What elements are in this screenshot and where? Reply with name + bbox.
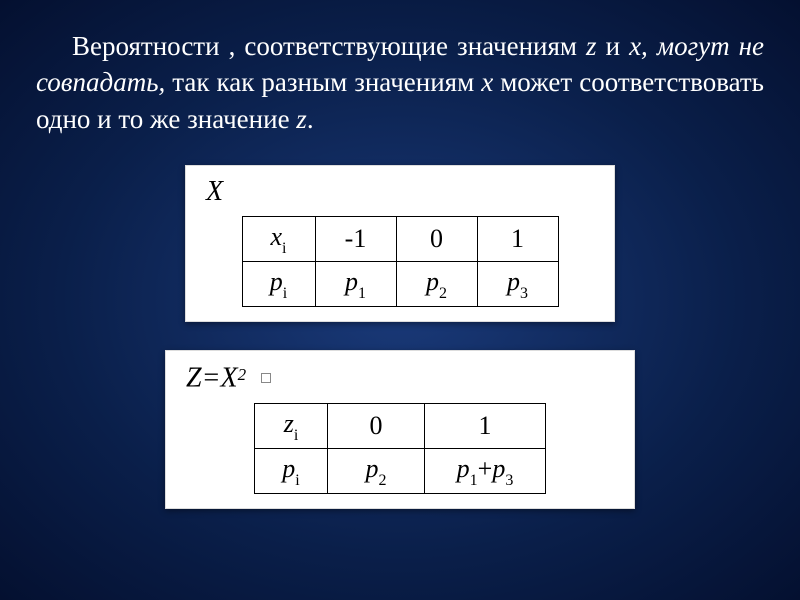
- table-cell: xi: [242, 217, 315, 262]
- table-z: zi01pip2p1+p3: [254, 403, 546, 494]
- table-cell: -1: [315, 217, 396, 262]
- para-span: и: [597, 31, 630, 61]
- title-z-eq: =: [202, 363, 221, 394]
- panel-x: X xi-101pip1p2p3: [185, 165, 615, 322]
- table-cell: 1: [477, 217, 558, 262]
- table-cell: p2: [328, 448, 425, 493]
- table-cell: 0: [328, 403, 425, 448]
- table-cell: zi: [255, 403, 328, 448]
- table-row: zi01: [255, 403, 546, 448]
- table-cell: p1: [315, 262, 396, 307]
- para-span: z: [586, 31, 597, 61]
- table-cell: p3: [477, 262, 558, 307]
- panel-z: Z=X2 zi01pip2p1+p3: [165, 350, 635, 508]
- table-x: xi-101pip1p2p3: [242, 216, 559, 307]
- panel-z-title: Z=X2: [186, 361, 620, 394]
- panel-x-title-text: X: [206, 176, 223, 207]
- table-row: xi-101: [242, 217, 558, 262]
- table-cell: p2: [396, 262, 477, 307]
- title-z-rhs: X: [220, 363, 237, 394]
- para-span: .: [307, 104, 314, 134]
- para-span: Вероятности , соответствующие значениям: [72, 31, 586, 61]
- title-z-sup: 2: [238, 365, 247, 384]
- title-z-lhs: Z: [186, 363, 202, 394]
- table-cell: 0: [396, 217, 477, 262]
- para-span: x: [481, 67, 493, 97]
- table-cell: pi: [242, 262, 315, 307]
- table-row: pip2p1+p3: [255, 448, 546, 493]
- anchor-marker-icon: [261, 373, 271, 383]
- para-span: так как разным значениям: [165, 67, 481, 97]
- body-paragraph: Вероятности , соответствующие значениям …: [36, 28, 764, 137]
- table-row: pip1p2p3: [242, 262, 558, 307]
- table-cell: 1: [425, 403, 546, 448]
- table-cell: p1+p3: [425, 448, 546, 493]
- para-span: z: [296, 104, 307, 134]
- table-cell: pi: [255, 448, 328, 493]
- panel-x-title: X: [206, 176, 600, 208]
